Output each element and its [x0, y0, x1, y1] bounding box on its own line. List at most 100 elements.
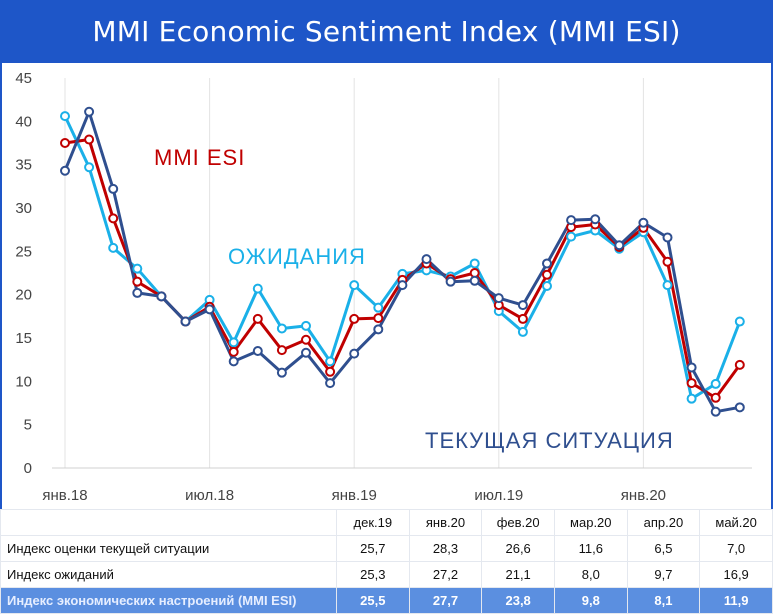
data-point [686, 378, 697, 389]
data-point [252, 313, 263, 324]
data-point [614, 240, 625, 251]
data-point [445, 276, 456, 287]
data-point [421, 254, 432, 265]
data-point [228, 346, 239, 357]
data-point [60, 138, 70, 148]
data-point [84, 162, 95, 173]
table-header-cell: апр.20 [626, 509, 701, 536]
data-point [638, 217, 649, 228]
data-point [325, 356, 336, 367]
data-point [662, 280, 673, 291]
data-point [60, 111, 70, 122]
table-header-cell: янв.20 [408, 509, 483, 536]
y-tick-label: 20 [15, 287, 32, 304]
row-label: Индекс экономических настроений (MMI ESI… [0, 587, 337, 614]
table-cell: 11,9 [699, 587, 773, 614]
summary-table: дек.19 янв.20 фев.20 мар.20 апр.20 май.2… [0, 509, 773, 614]
table-header-row: дек.19 янв.20 фев.20 мар.20 апр.20 май.2… [0, 509, 773, 536]
data-point [517, 300, 528, 311]
data-point [542, 281, 552, 291]
table-cell: 27,2 [408, 561, 483, 588]
data-point [662, 256, 673, 267]
y-tick-label: 15 [15, 330, 32, 347]
data-point [204, 304, 215, 315]
data-point [542, 258, 552, 269]
data-point [325, 366, 336, 377]
data-point [566, 215, 577, 226]
x-tick-label: янв.19 [332, 487, 377, 504]
data-point [276, 323, 287, 334]
data-point [156, 291, 167, 302]
data-point [252, 346, 263, 356]
table-cell: 9,8 [553, 587, 628, 614]
x-tick-label: июл.19 [474, 487, 523, 504]
x-tick-label: янв.18 [42, 487, 87, 504]
data-point [325, 378, 336, 389]
table-cell: 8,0 [553, 561, 628, 588]
table-cell: 11,6 [553, 535, 628, 562]
data-point [373, 302, 384, 313]
table-cell: 6,5 [626, 535, 701, 562]
data-point [517, 326, 528, 337]
y-tick-label: 35 [15, 157, 32, 174]
table-cell: 7,0 [699, 535, 773, 562]
table-header-cell: май.20 [699, 509, 773, 536]
table-cell: 9,7 [626, 561, 701, 588]
table-cell: 28,3 [408, 535, 483, 562]
data-point [686, 393, 697, 404]
table-header-cell: мар.20 [553, 509, 628, 536]
title-bar: MMI Economic Sentiment Index (MMI ESI) [0, 0, 773, 63]
row-label: Индекс ожиданий [0, 561, 337, 588]
y-tick-label: 0 [24, 460, 32, 477]
data-point [276, 367, 287, 378]
data-point [349, 348, 360, 359]
x-tick-label: июл.18 [185, 487, 234, 504]
x-tick-label: янв.20 [621, 487, 666, 504]
data-point [132, 263, 143, 274]
data-point [469, 268, 480, 278]
table-cell: 27,7 [408, 587, 483, 614]
data-point [108, 183, 119, 194]
data-point [349, 280, 360, 291]
table-cell: 25,5 [336, 587, 410, 614]
data-point [349, 313, 360, 324]
data-point [710, 406, 721, 417]
y-tick-label: 45 [15, 70, 32, 87]
table-header-cell: фев.20 [481, 509, 555, 536]
data-point [710, 392, 721, 403]
data-point [590, 214, 601, 225]
y-tick-label: 30 [15, 200, 32, 217]
data-point [132, 287, 143, 298]
table-header-blank [0, 509, 337, 536]
series-annotation: ТЕКУЩАЯ СИТУАЦИЯ [425, 428, 674, 453]
data-point [373, 313, 384, 324]
table-row-highlight: Индекс экономических настроений (MMI ESI… [0, 587, 773, 614]
data-point [542, 269, 552, 280]
data-point [734, 402, 745, 413]
data-point [301, 320, 311, 331]
data-point [301, 347, 311, 358]
table-header-cell: дек.19 [336, 509, 410, 536]
data-point [132, 276, 143, 287]
data-point [108, 213, 119, 224]
data-point [180, 316, 191, 327]
data-point [734, 316, 745, 327]
series-annotation: ОЖИДАНИЯ [228, 244, 366, 269]
data-point [397, 280, 408, 291]
table-cell: 16,9 [699, 561, 773, 588]
chart-area: 0 5 10 15 20 25 30 35 40 45 янв.18 июл.18 янв.19 июл.… [0, 63, 773, 509]
data-point [84, 134, 95, 145]
line-chart: 0 5 10 15 20 25 30 35 40 45 янв.18 июл.18 янв.19 июл.… [15, 70, 752, 504]
table-cell: 8,1 [626, 587, 701, 614]
data-point [566, 231, 577, 242]
data-point [493, 293, 504, 304]
data-point [228, 356, 239, 367]
data-point [373, 324, 384, 335]
y-tick-label: 5 [24, 417, 32, 434]
data-point [710, 378, 721, 389]
data-point [469, 275, 480, 286]
series-annotation: MMI ESI [154, 145, 245, 170]
table-cell: 23,8 [481, 587, 555, 614]
data-point [301, 334, 311, 345]
table-cell: 21,1 [481, 561, 555, 588]
